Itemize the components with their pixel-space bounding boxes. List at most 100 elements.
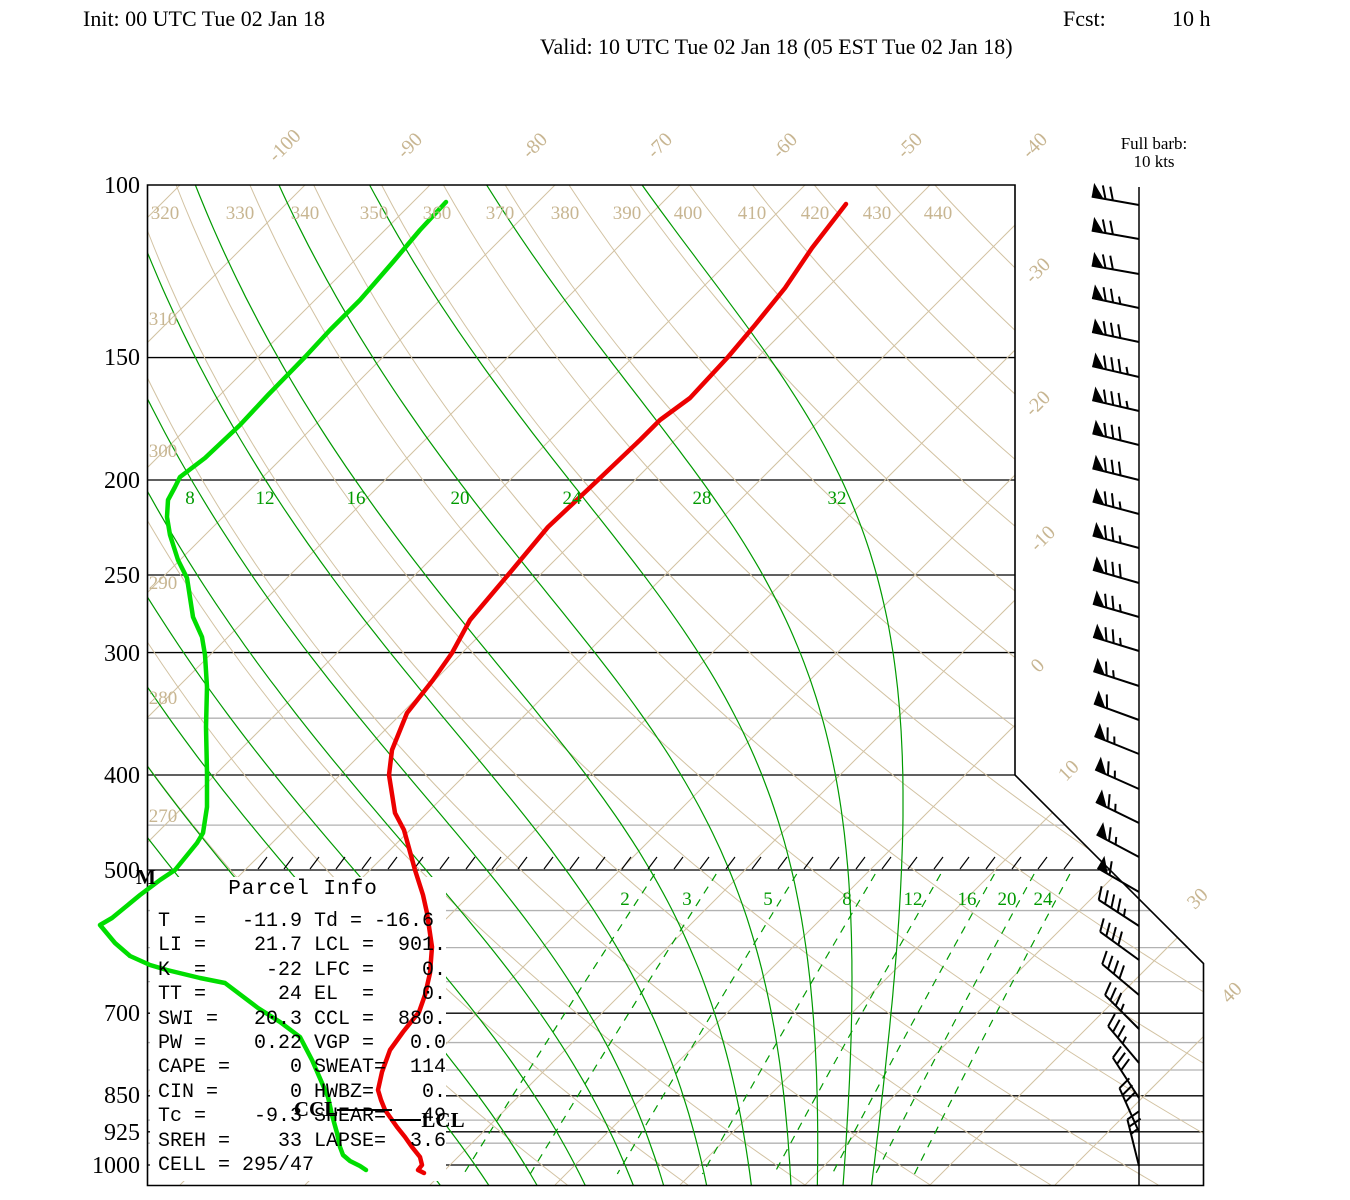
mixing-ratio-label: 24 <box>1034 889 1054 910</box>
mixing-ratio-label: 20 <box>998 889 1017 910</box>
moist-adiabat-line <box>147 185 714 1186</box>
wind-barb <box>1091 182 1140 206</box>
wind-barb <box>1107 1013 1140 1064</box>
wind-barb <box>1096 822 1140 858</box>
dry-adiabat-line <box>249 185 1204 1186</box>
mixing-ratio-label: 2 <box>620 889 630 910</box>
moist-adiabat-label: 24 <box>563 488 583 509</box>
moist-adiabat-line <box>636 185 904 1186</box>
moist-adiabat-line <box>147 185 600 1186</box>
dry-adiabat-line <box>813 185 1204 1186</box>
pressure-axis-label: 100 <box>104 173 140 199</box>
wind-barb <box>1092 488 1140 515</box>
dry-adiabat-label: 300 <box>149 441 178 462</box>
dry-adiabat-label: 370 <box>486 203 515 224</box>
dry-adiabat-line <box>381 185 1204 1186</box>
dry-adiabat-line <box>504 185 1204 1186</box>
wind-barb <box>1091 216 1140 240</box>
isotherm-label-right: 0 <box>1026 654 1049 677</box>
mixing-ratio-line <box>875 873 1035 1175</box>
mixing-ratio-line <box>913 873 1071 1175</box>
dry-adiabat-label: 430 <box>863 203 892 224</box>
wind-barb <box>1112 1045 1140 1099</box>
parcel-info-box: Parcel Info T = -11.9 Td = -16.6 LI = 21.… <box>158 878 448 1178</box>
wind-barb <box>1092 454 1140 481</box>
wind-barb <box>1091 251 1140 275</box>
moist-adiabat-label: 8 <box>185 488 195 509</box>
moist-adiabat-label: 20 <box>451 488 470 509</box>
isotherm-label-right: -20 <box>1021 387 1055 421</box>
parcel-info-line: Tc = -9.3 SHEAR= 49 <box>158 1105 447 1129</box>
barb-legend-line1: Full barb: <box>1121 134 1188 153</box>
m-marker-label: M <box>136 865 156 889</box>
pressure-axis-label: 700 <box>104 1001 140 1027</box>
moist-adiabat-label: 32 <box>828 488 847 509</box>
wind-barb <box>1092 419 1140 446</box>
parcel-info-line: CELL = 295/47 <box>158 1153 315 1177</box>
wind-barb <box>1092 522 1140 549</box>
dry-adiabat-line <box>689 185 1204 1186</box>
dry-adiabat-label: 400 <box>674 203 703 224</box>
mixing-ratio-line <box>831 873 995 1175</box>
pressure-axis-label: 150 <box>104 345 140 371</box>
dry-adiabat-label: 390 <box>613 203 642 224</box>
moist-adiabat-line <box>147 185 646 1186</box>
wind-barb <box>1095 789 1140 824</box>
isotherm-label-top: -90 <box>393 129 427 163</box>
dry-adiabat-label: 290 <box>149 573 178 594</box>
dry-adiabat-line <box>147 185 931 1186</box>
dry-adiabat-label: 360 <box>423 203 452 224</box>
isotherm-line <box>1054 185 1204 1186</box>
isotherm-line <box>429 185 1204 1186</box>
moist-adiabat-label: 12 <box>256 488 275 509</box>
wind-barb <box>1101 950 1140 996</box>
isotherm-label-top: -70 <box>643 129 677 163</box>
dry-adiabat-line <box>752 185 1204 1186</box>
parcel-info-line: CAPE = 0 SWEAT= 114 <box>158 1056 447 1080</box>
mixing-ratio-line <box>701 873 876 1175</box>
moist-adiabat-line <box>191 185 756 1186</box>
dry-adiabat-label: 350 <box>360 203 389 224</box>
isotherm-label-top: -60 <box>768 129 802 163</box>
isotherm-line <box>929 185 1204 1186</box>
mixing-ratio-line <box>463 873 656 1175</box>
mixing-ratio-line <box>773 873 942 1175</box>
pressure-axis-label: 400 <box>104 763 140 789</box>
dry-adiabat-label: 320 <box>151 203 180 224</box>
pressure-axis-label: 300 <box>104 641 140 667</box>
pressure-axis-label: 925 <box>104 1120 140 1146</box>
wind-barb <box>1092 352 1140 378</box>
mixing-ratio-line <box>616 873 798 1175</box>
parcel-info-line: SWI = 20.3 CCL = 880. <box>158 1007 447 1031</box>
dry-adiabat-line <box>175 185 1159 1186</box>
parcel-info-line: TT = 24 EL = 0. <box>158 983 447 1007</box>
pressure-axis-label: 500 <box>104 858 140 884</box>
barb-legend-line2: 10 kts <box>1133 152 1174 171</box>
mixing-ratio-label: 3 <box>682 889 692 910</box>
isotherm-line <box>147 185 806 1186</box>
isotherm-line <box>147 185 431 1186</box>
wind-barb <box>1091 318 1140 343</box>
temperature-curve <box>375 201 849 1176</box>
wind-barb <box>1126 1110 1142 1167</box>
valid-time-label: Valid: 10 UTC Tue 02 Jan 18 (05 EST Tue … <box>540 34 1013 59</box>
isotherm-label-top: -50 <box>893 129 927 163</box>
wind-barb <box>1094 723 1140 755</box>
pressure-axis-label: 850 <box>104 1083 140 1109</box>
dry-adiabat-line <box>442 185 1204 1186</box>
dry-adiabat-label: 340 <box>291 203 320 224</box>
wind-barb <box>1104 981 1140 1030</box>
moist-adiabat-line <box>481 185 853 1186</box>
isotherm-label-right: 40 <box>1217 978 1247 1008</box>
pressure-axis-label: 200 <box>104 468 140 494</box>
wind-barb <box>1092 386 1140 412</box>
isotherm-label-right: -10 <box>1026 522 1060 556</box>
mixing-ratio-label: 8 <box>842 889 852 910</box>
fcst-label: Fcst: <box>1063 6 1106 31</box>
dry-adiabat-label: 270 <box>149 806 178 827</box>
parcel-info-backing <box>150 877 446 1181</box>
wind-barb <box>1093 690 1140 721</box>
wind-barb <box>1091 284 1140 309</box>
